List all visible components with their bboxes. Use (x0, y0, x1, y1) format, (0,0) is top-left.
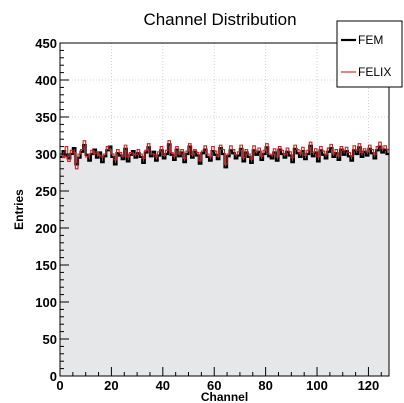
y-tick-label: 0 (50, 369, 57, 384)
x-tick-label: 20 (104, 378, 118, 393)
y-axis-label: Entries (12, 189, 26, 230)
y-tick-label: 350 (35, 110, 57, 125)
series-line-felix (60, 140, 389, 170)
x-tick-label: 60 (207, 378, 221, 393)
y-tick-label: 100 (35, 295, 57, 310)
histogram-fill (60, 144, 389, 376)
y-tick-label: 50 (43, 332, 57, 347)
legend-label-fem: FEM (358, 33, 383, 47)
x-tick-label: 40 (156, 378, 170, 393)
y-tick-label: 400 (35, 73, 57, 88)
legend-label-felix: FELIX (358, 65, 391, 79)
y-tick-label: 200 (35, 221, 57, 236)
x-tick-label: 120 (358, 378, 380, 393)
chart-title: Channel Distribution (143, 10, 296, 29)
plot-frame (59, 42, 390, 377)
legend: FEM FELIX (336, 20, 403, 88)
x-tick-label: 80 (258, 378, 272, 393)
x-axis-label: Channel (201, 390, 248, 403)
y-tick-label: 150 (35, 258, 57, 273)
y-tick-label: 450 (35, 36, 57, 51)
x-tick-label: 100 (306, 378, 328, 393)
legend-box (336, 20, 403, 88)
x-tick-label: 0 (56, 378, 63, 393)
y-tick-label: 300 (35, 147, 57, 162)
y-tick-label: 250 (35, 184, 57, 199)
